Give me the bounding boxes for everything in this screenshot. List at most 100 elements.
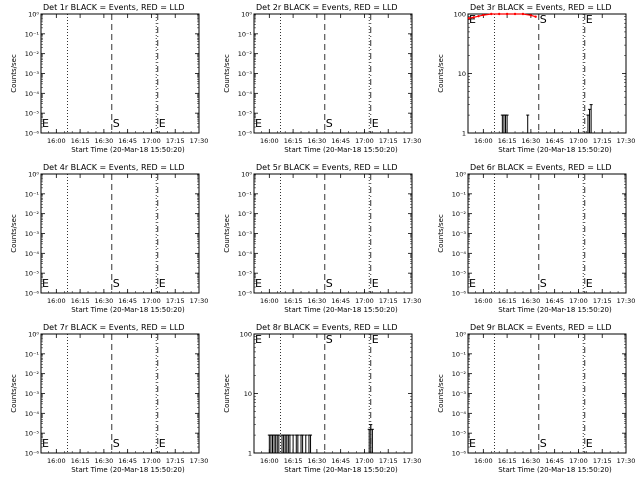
left-e-marker-label: E (42, 117, 49, 130)
e-marker-label: E (372, 117, 379, 130)
s-marker-label: S (113, 437, 120, 450)
y-tick-label: 10⁻³ (238, 230, 253, 238)
x-tick-label: 17:30 (403, 297, 422, 305)
e-marker-label: E (586, 13, 593, 26)
lld-point (477, 14, 480, 18)
y-tick-label: 10⁻³ (452, 390, 467, 398)
y-axis-label: Counts/sec (10, 374, 18, 413)
y-tick-label: 10⁻² (238, 210, 253, 218)
left-e-marker-label: E (255, 277, 262, 290)
detector-panel: Det 2r BLACK = Events, RED = LLD 10⁰ 10⁻¹ 1… (223, 3, 421, 154)
x-axis-label: Start Time (20-Mar-18 15:50:20) (498, 466, 612, 474)
detector-panel: Det 7r BLACK = Events, RED = LLD 10⁰ 10⁻¹ 1… (10, 323, 208, 474)
x-tick-label: 16:00 (474, 137, 493, 145)
plot-frame (40, 333, 200, 454)
x-tick-label: 16:15 (284, 137, 303, 145)
panel-title: Det 1r BLACK = Events, RED = LLD (43, 3, 185, 12)
y-tick-label: 10⁻¹ (452, 350, 467, 358)
lld-point (513, 12, 517, 16)
y-tick-label: 10⁻⁴ (238, 250, 253, 258)
s-marker-label: S (540, 277, 547, 290)
lld-point (534, 15, 537, 18)
detector-panel: Det 4r BLACK = Events, RED = LLD 10⁰ 10⁻¹ 1… (10, 163, 208, 314)
x-tick-label: 17:15 (379, 137, 398, 145)
detector-panel: Det 6r BLACK = Events, RED = LLD 10⁰ 10⁻¹ 1… (437, 163, 635, 314)
y-tick-label: 10⁰ (28, 11, 39, 19)
y-tick-label: 1 (248, 450, 252, 458)
panel-title: Det 6r BLACK = Events, RED = LLD (470, 163, 612, 172)
x-tick-label: 16:15 (71, 137, 90, 145)
x-tick-label: 17:00 (569, 137, 588, 145)
detector-panel: Det 9r BLACK = Events, RED = LLD 10⁰ 10⁻¹ 1… (437, 323, 635, 474)
x-tick-label: 17:30 (190, 297, 209, 305)
x-tick-label: 16:00 (47, 457, 66, 465)
lld-point (521, 12, 525, 16)
y-axis-label: Counts/sec (437, 214, 445, 253)
y-tick-label: 10⁻⁴ (25, 410, 40, 418)
y-tick-label: 10⁰ (28, 171, 39, 179)
y-tick-label: 10⁻¹ (238, 190, 253, 198)
plot-frame (40, 13, 200, 134)
y-tick-label: 10⁻² (25, 210, 40, 218)
y-tick-label: 10⁻⁶ (25, 130, 40, 138)
y-tick-label: 10⁻¹ (25, 350, 40, 358)
x-tick-label: 17:30 (617, 457, 636, 465)
x-tick-label: 17:00 (569, 297, 588, 305)
x-tick-label: 16:00 (47, 297, 66, 305)
x-tick-label: 16:45 (331, 137, 350, 145)
y-tick-label: 10⁻⁵ (452, 430, 467, 438)
y-tick-label: 100 (454, 11, 466, 19)
e-marker-label: E (159, 117, 166, 130)
x-tick-label: 16:45 (118, 457, 137, 465)
detector-panel: Det 8r BLACK = Events, RED = LLD 1 10 100 Co… (223, 323, 421, 474)
e-marker-label: E (372, 333, 379, 346)
y-tick-label: 10⁻⁶ (238, 290, 253, 298)
e-marker-label: E (159, 277, 166, 290)
lld-point (497, 12, 501, 16)
s-marker-label: S (113, 117, 120, 130)
plot-frame (467, 13, 627, 134)
y-tick-label: 10⁰ (455, 171, 466, 179)
e-marker-label: E (372, 277, 379, 290)
plot-frame (253, 13, 413, 134)
x-tick-label: 17:00 (355, 137, 374, 145)
x-axis-label: Start Time (20-Mar-18 15:50:20) (498, 306, 612, 314)
y-tick-label: 10⁻⁵ (452, 270, 467, 278)
left-e-marker-label: E (255, 117, 262, 130)
x-tick-label: 16:30 (522, 137, 541, 145)
y-tick-label: 10⁻⁴ (452, 410, 467, 418)
x-axis-label: Start Time (20-Mar-18 15:50:20) (71, 306, 185, 314)
y-tick-label: 10⁻⁴ (452, 250, 467, 258)
x-tick-label: 16:15 (71, 297, 90, 305)
detector-panel: Det 1r BLACK = Events, RED = LLD 10⁰ 10⁻¹ 1… (10, 3, 208, 154)
x-tick-label: 17:30 (403, 457, 422, 465)
y-axis-label: Counts/sec (10, 214, 18, 253)
y-tick-label: 10⁻¹ (238, 30, 253, 38)
x-tick-label: 16:00 (260, 457, 279, 465)
s-marker-label: S (326, 117, 333, 130)
s-marker-label: S (540, 437, 547, 450)
plot-frame (40, 173, 200, 294)
x-tick-label: 17:30 (617, 137, 636, 145)
x-axis-label: Start Time (20-Mar-18 15:50:20) (498, 146, 612, 154)
panel-title: Det 8r BLACK = Events, RED = LLD (256, 323, 398, 332)
x-tick-label: 16:30 (308, 457, 327, 465)
x-axis-label: Start Time (20-Mar-18 15:50:20) (284, 146, 398, 154)
panel-title: Det 2r BLACK = Events, RED = LLD (256, 3, 398, 12)
s-marker-label: S (540, 13, 547, 26)
y-tick-label: 10⁰ (241, 171, 252, 179)
x-tick-label: 17:15 (379, 457, 398, 465)
y-tick-label: 10⁻³ (25, 390, 40, 398)
x-axis-label: Start Time (20-Mar-18 15:50:20) (284, 306, 398, 314)
x-tick-label: 16:15 (284, 297, 303, 305)
x-tick-label: 16:30 (522, 457, 541, 465)
plot-frame (467, 333, 627, 454)
x-tick-label: 16:45 (331, 457, 350, 465)
x-tick-label: 17:00 (142, 457, 161, 465)
s-marker-label: S (326, 277, 333, 290)
y-tick-label: 10⁻⁴ (25, 90, 40, 98)
left-e-marker-label: E (42, 437, 49, 450)
x-tick-label: 17:00 (355, 297, 374, 305)
x-tick-label: 17:00 (569, 457, 588, 465)
x-tick-label: 16:30 (522, 297, 541, 305)
